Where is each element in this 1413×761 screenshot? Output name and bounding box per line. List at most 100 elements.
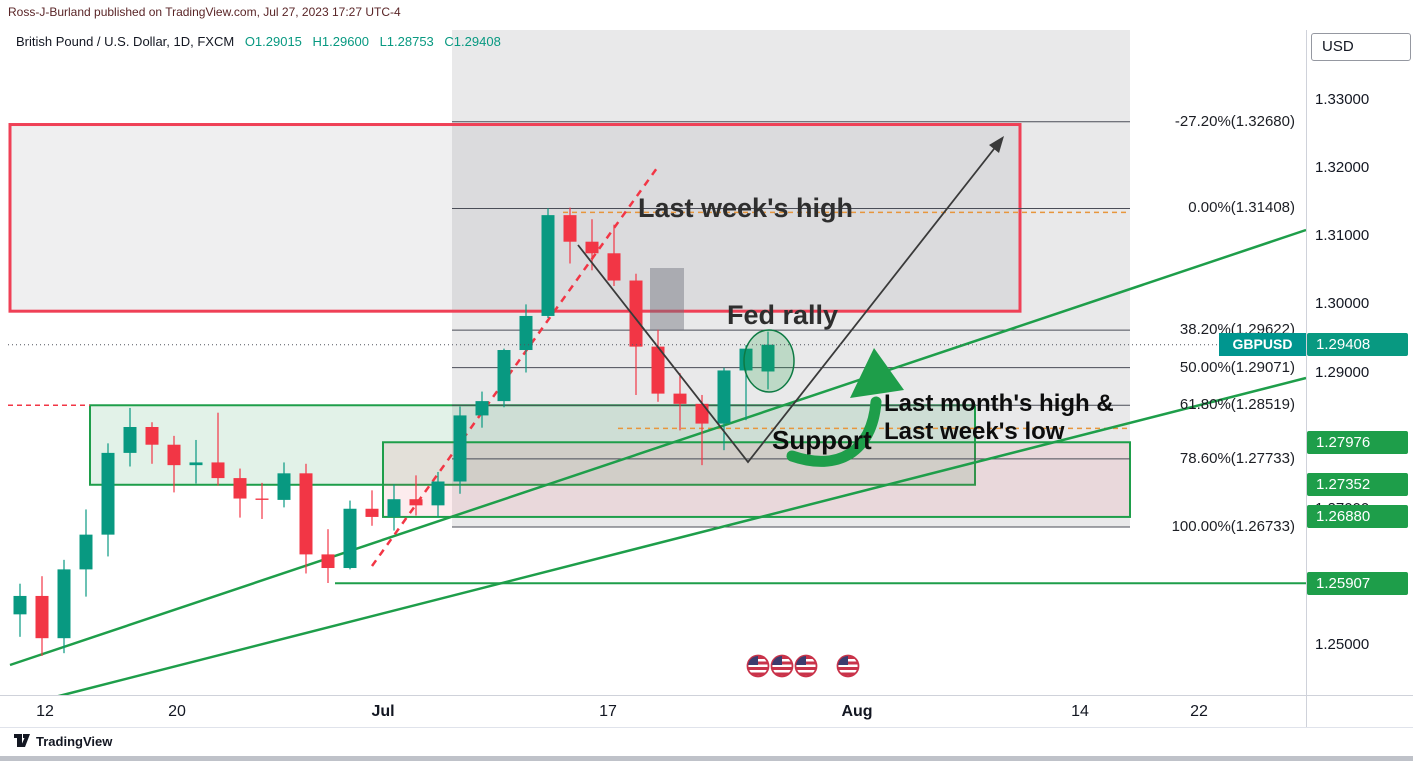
publish-attribution: Ross-J-Burland published on TradingView.… <box>8 5 401 19</box>
us-flag-icon <box>746 654 770 678</box>
candle <box>717 370 731 424</box>
tradingview-logo[interactable]: TradingView <box>13 733 112 749</box>
symbol-badge: GBPUSD <box>1219 333 1306 357</box>
candle <box>651 346 665 394</box>
candle <box>695 403 709 424</box>
fib-level-label: 61.80%(1.28519) <box>1179 396 1295 414</box>
candle <box>167 444 181 466</box>
support-zone-box[interactable] <box>382 441 1131 518</box>
annotation-line-2: Last week's low <box>884 418 1065 445</box>
candle <box>365 508 379 517</box>
window-bottom-edge <box>0 756 1413 761</box>
annotation-last-month-high-week-low: Last month's high & Last week's low <box>884 390 1114 446</box>
tradingview-logo-text: TradingView <box>36 733 113 749</box>
candle <box>739 348 753 371</box>
time-tick: Jul <box>371 703 395 720</box>
fib-level-label: 0.00%(1.31408) <box>1188 199 1295 217</box>
us-flag-icon <box>836 654 860 678</box>
resistance-zone-box[interactable] <box>8 123 1022 313</box>
us-flag-icon <box>770 654 794 678</box>
candle <box>189 462 203 466</box>
annotation-last-weeks-high: Last week's high <box>638 193 853 223</box>
annotation-support: Support <box>772 425 872 455</box>
candle <box>409 499 423 506</box>
time-tick: 22 <box>1190 703 1208 720</box>
price-badge: 1.27976 <box>1307 430 1408 454</box>
candle <box>123 427 137 453</box>
projection-arrowhead <box>989 136 1004 153</box>
candle <box>607 253 621 281</box>
candle <box>233 478 247 499</box>
ohlc-open: O1.29015 <box>244 34 302 49</box>
symbol-legend: British Pound / U.S. Dollar, 1D, FXCM O1… <box>16 34 501 49</box>
candle <box>519 315 533 351</box>
price-tick: 1.30000 <box>1315 295 1370 313</box>
fib-level-label: 100.00%(1.26733) <box>1171 517 1295 535</box>
price-tick: 1.31000 <box>1315 227 1370 245</box>
candle <box>145 427 159 445</box>
ohlc-high: H1.29600 <box>312 34 369 49</box>
time-tick: Aug <box>841 703 873 720</box>
candle <box>431 481 445 506</box>
symbol-title[interactable]: British Pound / U.S. Dollar, 1D, FXCM <box>16 34 235 49</box>
us-flag-icon <box>794 654 818 678</box>
bounce-arrowhead <box>850 348 904 398</box>
candle <box>343 508 357 569</box>
candle <box>321 554 335 569</box>
price-tick: 1.29000 <box>1315 363 1370 381</box>
candle <box>761 344 775 372</box>
candle <box>541 215 555 316</box>
time-tick: 12 <box>36 703 54 720</box>
candle <box>79 534 93 570</box>
candle <box>57 569 71 639</box>
annotation-line-1: Last month's high & <box>884 390 1114 417</box>
grey-highlight-patch <box>650 268 684 330</box>
ohlc-close: C1.29408 <box>444 34 501 49</box>
ohlc-low: L1.28753 <box>379 34 434 49</box>
fib-level-label: -27.20%(1.32680) <box>1174 112 1295 130</box>
price-badge: 1.27352 <box>1307 473 1408 497</box>
price-tick: 1.32000 <box>1315 159 1370 177</box>
candle <box>387 499 401 517</box>
fib-level-label: 78.60%(1.27733) <box>1179 449 1295 467</box>
candle <box>585 241 599 254</box>
tradingview-logo-icon <box>14 734 30 747</box>
candle <box>211 462 225 479</box>
price-badge: 1.25907 <box>1307 571 1408 595</box>
price-tick: 1.25000 <box>1315 636 1370 653</box>
axis-separator <box>1306 30 1307 727</box>
currency-selector[interactable]: USD <box>1311 33 1411 61</box>
price-badge: 1.26880 <box>1307 505 1408 529</box>
rising-channel-lower-trendline[interactable] <box>54 376 1307 699</box>
price-axis[interactable]: USD 1.33000 1.32000 1.31000 1.30000 1.29000 1… <box>1306 0 1413 727</box>
price-badge: 1.29408 <box>1307 333 1408 357</box>
price-tick: 1.33000 <box>1315 91 1370 108</box>
candle <box>255 498 269 500</box>
fib-background <box>452 30 1130 527</box>
candle <box>563 215 577 242</box>
footer-bar: TradingView <box>0 727 1413 756</box>
candle <box>497 350 511 402</box>
candles <box>13 207 775 656</box>
fib-level-label: 50.00%(1.29071) <box>1179 358 1295 376</box>
rising-channel-upper-trendline[interactable] <box>9 228 1307 667</box>
time-tick: 20 <box>168 703 186 720</box>
annotation-fed-rally: Fed rally <box>727 300 839 330</box>
candle <box>475 401 489 416</box>
candle <box>35 595 49 639</box>
candle <box>101 452 115 535</box>
fed-rally-highlight-ellipse[interactable] <box>743 329 795 393</box>
candle <box>13 595 27 615</box>
bounce-arrow[interactable] <box>786 396 882 467</box>
candle <box>673 393 687 404</box>
candle <box>299 473 313 555</box>
time-tick: 17 <box>599 703 617 720</box>
candle <box>453 415 467 482</box>
time-tick: 14 <box>1071 703 1089 720</box>
projection-arrow[interactable] <box>577 139 1002 464</box>
candle <box>277 473 291 500</box>
time-axis[interactable]: 12 20 Jul 17 Aug 14 22 <box>0 695 1413 727</box>
candle <box>629 280 643 347</box>
